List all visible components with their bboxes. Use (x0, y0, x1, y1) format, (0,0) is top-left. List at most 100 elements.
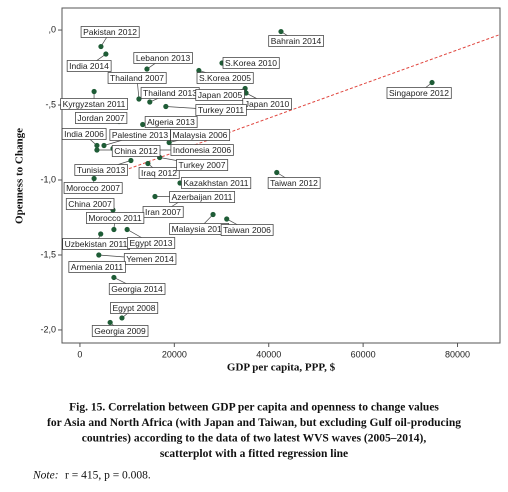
label-box (144, 116, 198, 128)
label-box (60, 98, 128, 110)
label-box (220, 224, 274, 236)
point-label: S.Korea 2005 (199, 73, 251, 83)
point-label: Georgia 2009 (94, 326, 146, 336)
x-axis-title: GDP per capita, PPP, $ (227, 362, 336, 374)
point-label: Uzbekistan 2011 (65, 239, 128, 249)
point-label-box: Georgia 2014 (108, 283, 166, 295)
point-label-box: S.Korea 2005 (196, 72, 254, 84)
label-box (195, 89, 245, 101)
point-label: Algeria 2013 (147, 117, 195, 127)
point-label-box: Iraq 2012 (138, 167, 180, 179)
point-label: Morocco 2011 (88, 213, 142, 223)
x-tick-label: 80000 (445, 349, 470, 359)
point-label-box: Iran 2007 (142, 206, 184, 218)
point (144, 66, 150, 72)
y-tick-label: -1,5 (40, 249, 56, 259)
label-box (123, 253, 177, 265)
point-label-box: Palestine 2013 (109, 129, 171, 141)
point-label-box: Uzbekistan 2011 (62, 238, 130, 250)
point-label-box: Taiwan 2012 (267, 177, 321, 189)
label-box (142, 206, 184, 218)
note-label: Note: (32, 470, 59, 482)
label-box (267, 177, 321, 189)
point-label: Yemen 2014 (126, 254, 174, 264)
point-label-box: Malaysia 2006 (170, 129, 231, 141)
point-label-box: Turkey 2007 (176, 159, 229, 171)
point (111, 226, 117, 233)
points (91, 28, 435, 326)
label-box (386, 87, 452, 99)
label-box (65, 198, 115, 210)
caption-line: countries) according to the data of two … (82, 433, 427, 445)
point (196, 67, 202, 74)
label-box (61, 128, 107, 140)
label-box (127, 237, 176, 249)
point-label-box: Turkey 2011 (195, 104, 247, 116)
point-label: Morocco 2007 (66, 183, 120, 193)
point-label: Georgia 2014 (111, 284, 163, 294)
note: r = 415, p = 0.008. (65, 470, 151, 482)
label-box (108, 283, 166, 295)
point-label: Thailand 2007 (110, 73, 164, 83)
point-label-box: Pakistan 2012 (80, 26, 140, 38)
label-box (107, 72, 167, 84)
y-axis-title: Openness to Change (14, 128, 26, 224)
point (107, 319, 113, 326)
point (96, 252, 102, 258)
point (210, 211, 216, 218)
label-box (63, 182, 123, 194)
point (145, 160, 151, 167)
label-box (181, 177, 252, 189)
label-box (138, 167, 180, 179)
y-tick-label: -2,0 (40, 324, 56, 334)
y-tick-label: -1,0 (40, 174, 56, 184)
point-label: China 2007 (68, 199, 112, 209)
label-box (80, 26, 140, 38)
x-tick-label: 20000 (162, 349, 187, 359)
caption-line: for Asia and North Africa (with Japan an… (47, 417, 461, 429)
point-label-box: China 2012 (111, 145, 161, 157)
point-label: Iraq 2012 (141, 168, 177, 178)
point-label: Indonesia 2006 (173, 145, 231, 155)
point-label: Palestine 2013 (112, 130, 169, 140)
point-label-box: Morocco 2007 (63, 182, 123, 194)
label-box (133, 52, 193, 64)
point-label: Pakistan 2012 (83, 27, 137, 37)
point (91, 175, 97, 182)
point-label-box: Singapore 2012 (386, 87, 452, 99)
point-label-box: Tunisia 2013 (74, 164, 128, 176)
point-label: Malaysia 2006 (173, 130, 228, 140)
point-label-box: Egypt 2013 (127, 237, 176, 249)
point-label-box: Malaysia 2012 (169, 223, 230, 235)
point-label: Kyrgyzstan 2011 (63, 99, 126, 109)
label-box (195, 104, 247, 116)
label-box (169, 191, 236, 203)
label-box (111, 145, 161, 157)
point-label-box: China 2007 (65, 198, 115, 210)
point-label: Malaysia 2012 (172, 224, 227, 234)
label-box (196, 72, 254, 84)
point-label: Bahrain 2014 (271, 36, 322, 46)
label-box (68, 261, 126, 273)
point-label: Azerbaijan 2011 (172, 192, 233, 202)
point (94, 142, 100, 149)
point (94, 147, 100, 153)
point-label: Singapore 2012 (389, 88, 449, 98)
point (274, 169, 280, 176)
point-label: India 2006 (64, 129, 104, 139)
point-label-box: Azerbaijan 2011 (169, 191, 236, 203)
point-label-box: Japan 2010 (242, 98, 292, 110)
point-label-box: Lebanon 2013 (133, 52, 193, 64)
point-label: Iran 2007 (145, 207, 181, 217)
point (91, 88, 97, 95)
point-label-box: Armenia 2011 (68, 261, 126, 273)
point-label-box: Bahrain 2014 (268, 35, 324, 47)
plot-frame (61, 7, 501, 344)
point (278, 28, 284, 35)
point-label-box: Algeria 2013 (144, 116, 198, 128)
label-box (242, 98, 292, 110)
label-box (74, 164, 128, 176)
point (166, 139, 172, 146)
